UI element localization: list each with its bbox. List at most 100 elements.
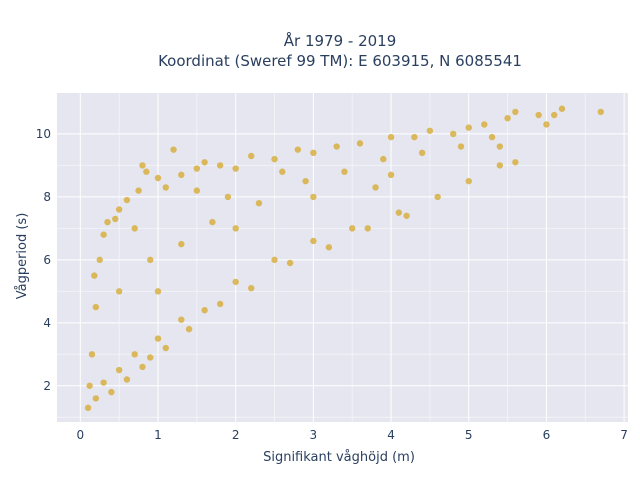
chart-title-line1: År 1979 - 2019 (284, 31, 397, 50)
scatter-point (123, 196, 131, 204)
scatter-point (232, 278, 239, 286)
chart-title-line2: Koordinat (Sweref 99 TM): E 603915, N 60… (158, 52, 522, 70)
scatter-point (411, 133, 418, 141)
x-tick-label: 2 (232, 428, 240, 442)
scatter-point (286, 259, 294, 267)
scatter-point (162, 184, 169, 191)
scatter-point (216, 162, 224, 169)
scatter-point (434, 193, 441, 201)
scatter-point (333, 143, 340, 150)
scatter-point (488, 133, 496, 141)
scatter-point (209, 218, 216, 226)
scatter-point (108, 388, 115, 396)
scatter-point (426, 127, 434, 134)
scatter-point (232, 225, 239, 232)
scatter-point (387, 133, 395, 141)
scatter-point (201, 307, 208, 314)
scatter-point (193, 187, 201, 194)
y-axis-title: Vågperiod (s) (15, 213, 30, 300)
scatter-point (139, 363, 146, 371)
scatter-point (170, 146, 177, 153)
scatter-point (162, 344, 169, 352)
scatter-point (372, 184, 379, 191)
scatter-point (91, 272, 98, 279)
scatter-point (310, 149, 317, 157)
scatter-point (356, 140, 364, 147)
scatter-point (418, 149, 426, 157)
scatter-point (465, 124, 472, 131)
scatter-point (115, 366, 123, 374)
scatter-point (131, 351, 138, 358)
x-tick-label: 5 (465, 428, 473, 442)
scatter-point (216, 300, 224, 308)
scatter-point (86, 382, 93, 389)
scatter-point (535, 111, 542, 119)
scatter-point (294, 146, 302, 153)
y-tick-label: 6 (43, 253, 51, 267)
scatter-point (147, 256, 154, 264)
scatter-point (178, 316, 185, 323)
scatter-point (271, 155, 278, 163)
scatter-point (481, 121, 488, 128)
scatter-point (139, 162, 146, 169)
scatter-point (92, 303, 100, 311)
scatter-point (255, 199, 263, 207)
scatter-point (310, 193, 317, 201)
scatter-point (154, 174, 162, 182)
scatter-point (84, 404, 92, 412)
scatter-point (123, 376, 131, 383)
scatter-point (147, 354, 154, 361)
scatter-point (387, 171, 395, 179)
scatter-point (543, 121, 550, 128)
scatter-point (279, 168, 286, 175)
scatter-point (96, 256, 103, 264)
x-tick-label: 0 (76, 428, 84, 442)
scatter-point (450, 130, 457, 138)
x-tick-label: 3 (310, 428, 318, 442)
y-tick-label: 8 (43, 190, 51, 204)
scatter-point (457, 143, 465, 150)
scatter-point (104, 218, 111, 226)
scatter-point (131, 225, 138, 232)
tick-layer: 0 1 2 3 4 5 6 7 2 4 6 8 10 (36, 127, 628, 442)
scatter-point (364, 225, 371, 232)
scatter-point (154, 288, 162, 295)
scatter-point (597, 108, 605, 116)
scatter-point (349, 225, 356, 232)
scatter-point (115, 288, 123, 295)
x-tick-label: 1 (154, 428, 162, 442)
scatter-point (112, 215, 119, 223)
x-axis-title: Signifikant våghöjd (m) (263, 450, 415, 465)
scatter-point (550, 111, 558, 119)
points-layer (84, 105, 605, 412)
scatter-point (302, 177, 309, 185)
scatter-point (201, 159, 208, 166)
scatter-point (341, 168, 348, 175)
y-tick-label: 4 (43, 316, 51, 330)
scatter-point (115, 206, 123, 213)
scatter-point (395, 209, 403, 216)
scatter-point (185, 325, 193, 333)
scatter-point (496, 143, 504, 150)
scatter-point (143, 168, 150, 175)
scatter-point (465, 177, 472, 185)
x-tick-label: 4 (387, 428, 395, 442)
scatter-point (178, 171, 185, 179)
scatter-point (496, 162, 504, 169)
scatter-point (512, 159, 519, 166)
y-tick-label: 2 (43, 379, 51, 393)
scatter-point (271, 256, 278, 264)
scatter-point (403, 212, 410, 219)
grid-layer (57, 93, 628, 422)
scatter-point (135, 187, 142, 194)
scatter-point (325, 244, 333, 251)
x-tick-label: 7 (620, 428, 628, 442)
scatter-point (178, 240, 185, 248)
scatter-point (558, 105, 566, 112)
scatter-point (100, 379, 107, 386)
scatter-point (310, 237, 317, 245)
scatter-point (248, 284, 255, 292)
y-tick-label: 10 (36, 127, 51, 141)
